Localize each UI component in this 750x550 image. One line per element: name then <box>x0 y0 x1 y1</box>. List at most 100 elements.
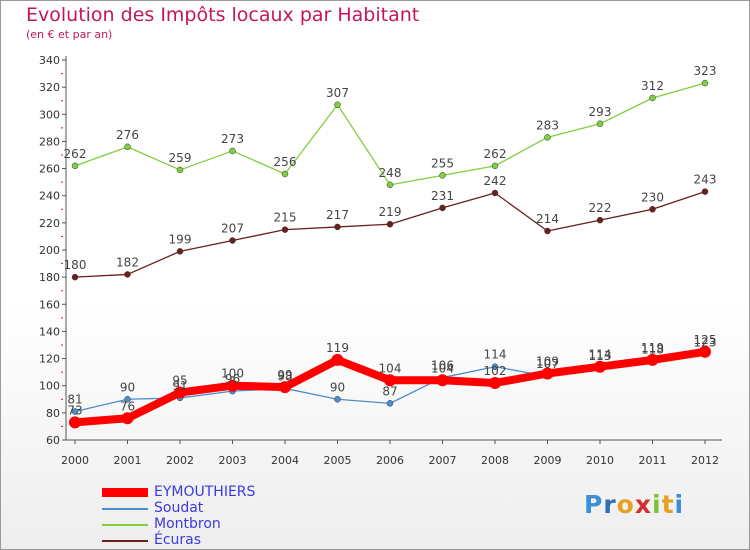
y-tick-label: 260 <box>39 163 60 176</box>
logo-letter: i <box>674 490 685 519</box>
logo-letter: x <box>634 490 652 519</box>
data-label-ecuras: 217 <box>326 208 349 222</box>
data-label-eymouthiers: 102 <box>484 364 507 378</box>
data-point-eymouthiers <box>384 374 396 387</box>
data-label-eymouthiers: 95 <box>172 374 187 388</box>
legend-label-eymouthiers: EYMOUTHIERS <box>154 484 256 500</box>
y-tick-label: 180 <box>39 271 60 284</box>
data-label-montbron: 323 <box>694 64 717 78</box>
data-label-ecuras: 219 <box>379 205 402 219</box>
data-label-montbron: 293 <box>589 105 612 119</box>
logo-letter: t <box>661 490 675 519</box>
data-point-ecuras <box>386 220 394 228</box>
data-point-eymouthiers <box>279 381 291 394</box>
data-label-montbron: 276 <box>116 128 139 142</box>
data-point-eymouthiers <box>69 416 81 429</box>
data-label-eymouthiers: 109 <box>536 355 559 369</box>
data-point-ecuras <box>334 223 341 231</box>
x-tick-label: 2005 <box>324 454 352 467</box>
data-label-ecuras: 214 <box>536 212 559 226</box>
data-label-soudat: 107 <box>536 357 559 371</box>
data-point-ecuras <box>71 273 79 281</box>
data-point-montbron <box>544 134 551 141</box>
y-tick-label: 300 <box>39 108 60 121</box>
data-label-soudat: 87 <box>382 384 397 398</box>
data-point-montbron <box>124 143 131 151</box>
chart-subtitle: (en € et par an) <box>26 28 113 41</box>
data-point-montbron <box>281 170 289 178</box>
data-label-soudat: 90 <box>330 380 345 394</box>
x-tick-label: 2007 <box>429 454 457 467</box>
data-label-eymouthiers: 125 <box>694 333 717 347</box>
data-point-eymouthiers <box>541 367 554 380</box>
data-label-ecuras: 207 <box>221 222 244 236</box>
data-point-ecuras <box>596 216 604 224</box>
data-point-eymouthiers <box>226 379 239 392</box>
chart-title: Evolution des Impôts locaux par Habitant <box>26 4 420 26</box>
data-label-soudat: 106 <box>431 359 454 373</box>
data-label-eymouthiers: 99 <box>277 368 292 382</box>
y-tick-label: 160 <box>39 298 60 311</box>
data-label-soudat: 114 <box>484 348 507 362</box>
data-point-ecuras <box>649 206 656 213</box>
data-label-soudat: 81 <box>67 393 82 407</box>
data-label-soudat: 90 <box>120 380 135 394</box>
data-label-eymouthiers: 100 <box>221 367 244 381</box>
data-point-eymouthiers <box>331 353 344 366</box>
data-point-ecuras <box>281 226 289 233</box>
data-label-soudat: 113 <box>589 349 612 363</box>
data-point-montbron <box>439 172 446 179</box>
y-tick-label: 240 <box>39 190 60 203</box>
data-point-montbron <box>229 147 236 155</box>
data-point-ecuras <box>229 237 236 244</box>
data-point-soudat <box>491 363 499 370</box>
data-point-eymouthiers <box>121 412 134 425</box>
data-point-ecuras <box>124 271 131 278</box>
data-point-ecuras <box>701 188 709 195</box>
data-label-montbron: 256 <box>274 155 297 169</box>
logo-letter: P <box>584 490 604 519</box>
data-point-montbron <box>176 166 184 174</box>
y-tick-label: 280 <box>39 135 60 148</box>
data-label-ecuras: 215 <box>274 211 297 225</box>
data-point-eymouthiers <box>594 360 606 373</box>
legend-label-ecuras: Écuras <box>154 532 202 548</box>
y-tick-label: 60 <box>46 434 60 447</box>
data-point-montbron <box>491 162 499 170</box>
data-point-eymouthiers <box>174 386 186 399</box>
legend-label-soudat: Soudat <box>154 500 204 516</box>
data-label-eymouthiers: 114 <box>589 348 612 362</box>
data-point-soudat <box>124 396 131 403</box>
data-point-soudat <box>386 400 394 407</box>
data-label-soudat: 118 <box>641 342 664 356</box>
data-label-eymouthiers: 119 <box>326 341 349 355</box>
logo-letter: o <box>616 490 635 519</box>
x-tick-label: 2009 <box>534 454 562 467</box>
logo-letter: r <box>603 490 617 519</box>
data-label-montbron: 248 <box>379 166 402 180</box>
legend-swatch-soudat <box>102 508 148 510</box>
y-tick-label: 340 <box>39 54 60 67</box>
data-label-montbron: 307 <box>326 86 349 100</box>
y-tick-label: 140 <box>39 325 60 338</box>
x-tick-label: 2012 <box>691 454 719 467</box>
y-tick-label: 320 <box>39 81 60 94</box>
data-point-eymouthiers <box>436 374 449 387</box>
data-label-montbron: 262 <box>484 147 507 161</box>
axes: 60 80 100 120 140 160 180 200 220 240 260 280 300 320… <box>39 54 722 467</box>
logo-letter: i <box>652 490 662 519</box>
series-layer <box>69 79 711 429</box>
y-tick-label: 120 <box>39 353 60 366</box>
data-label-eymouthiers: 119 <box>641 341 664 355</box>
x-tick-label: 2003 <box>219 454 247 467</box>
data-label-ecuras: 243 <box>694 173 717 187</box>
data-point-ecuras <box>544 227 551 235</box>
data-labels-layer: 262 276 259 273 256 307 248 255 262 283 293 312 323 1… <box>64 64 717 417</box>
data-point-montbron <box>649 94 656 102</box>
x-tick-label: 2008 <box>481 454 509 467</box>
data-label-eymouthiers: 76 <box>120 399 135 413</box>
data-label-soudat: 123 <box>694 336 717 350</box>
data-label-eymouthiers: 104 <box>431 361 454 375</box>
data-point-ecuras <box>439 204 446 212</box>
